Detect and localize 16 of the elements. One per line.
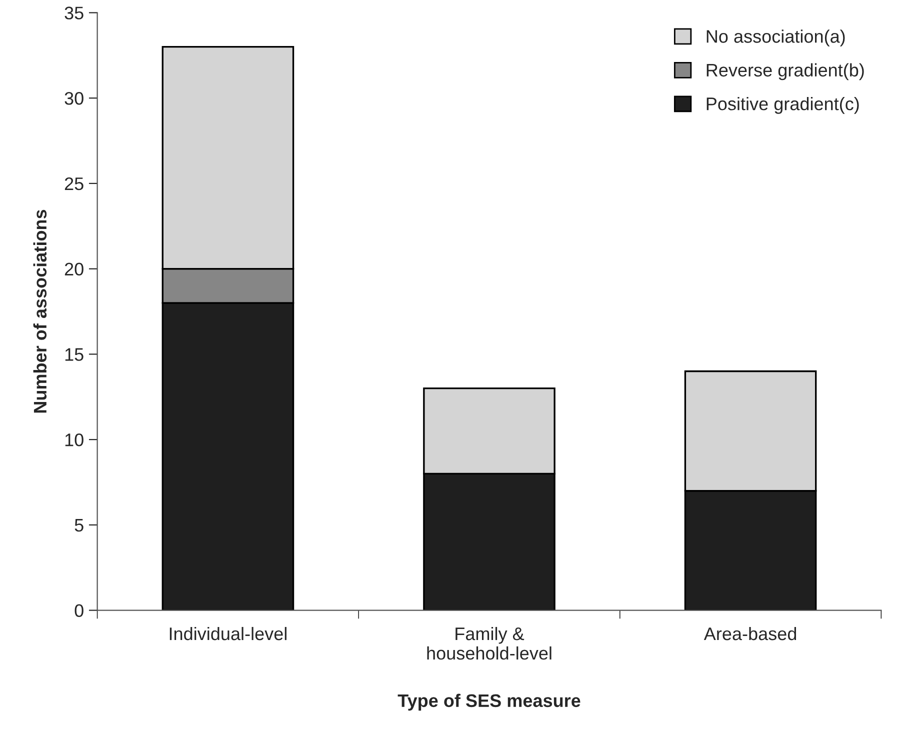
x-tick-label: Area-based — [704, 626, 796, 640]
legend-label: No association(a) — [706, 30, 845, 46]
y-tick-label: 30 — [64, 92, 84, 105]
y-tick-label: 20 — [64, 262, 84, 276]
x-tick-label: Family & household-level — [427, 626, 552, 660]
y-tick-label: 35 — [64, 6, 84, 20]
y-tick-label: 25 — [64, 177, 84, 190]
y-tick-label: 5 — [74, 519, 84, 532]
legend-label: Reverse gradient(b) — [706, 63, 864, 80]
legend-label: Positive gradient(c) — [706, 97, 859, 114]
y-axis-title: Number of associations — [33, 210, 47, 413]
x-axis-title: Type of SES measure — [398, 694, 580, 711]
y-tick-label: 15 — [65, 348, 84, 361]
y-tick-label: 10 — [65, 433, 84, 446]
y-tick-label: 0 — [74, 604, 84, 618]
x-tick-label: Individual-level — [170, 626, 286, 640]
